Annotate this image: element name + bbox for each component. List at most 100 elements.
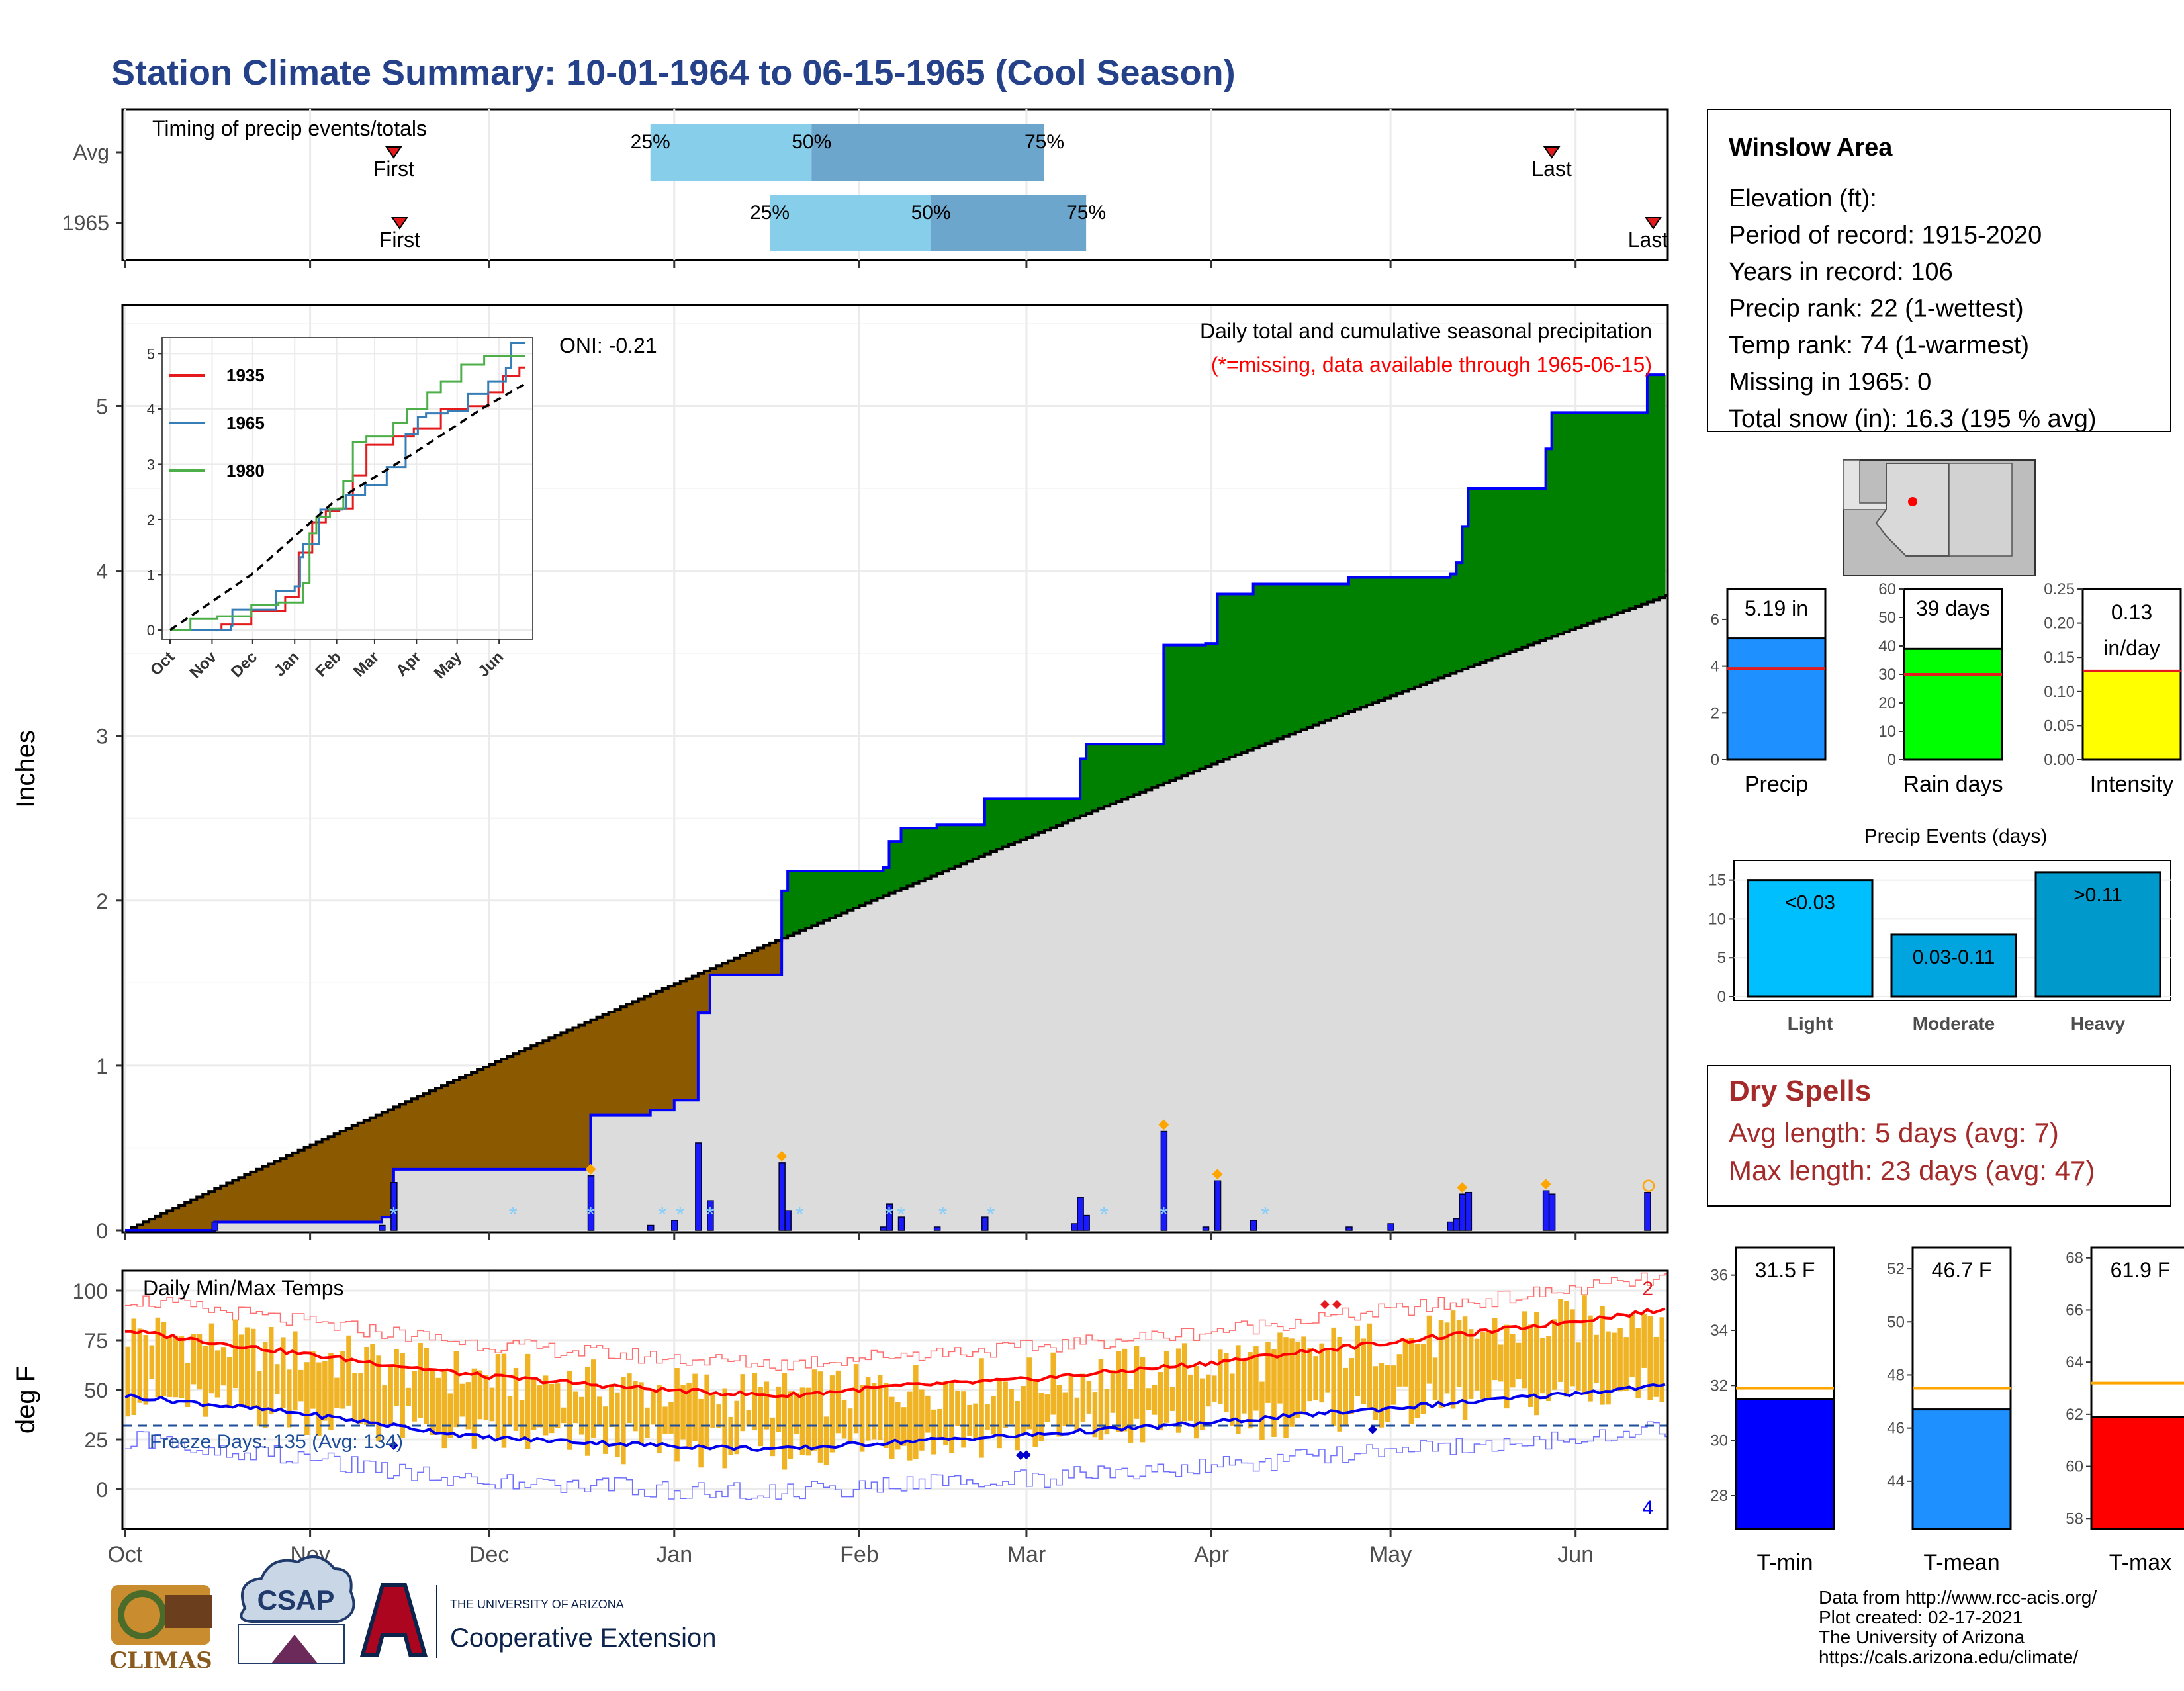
surplus-area xyxy=(1426,577,1433,683)
surplus-area xyxy=(841,870,848,913)
daily-temp-range-bar xyxy=(1242,1358,1247,1414)
surplus-area xyxy=(1134,744,1140,795)
university-arizona-logo: THE UNIVERSITY OF ARIZONA Cooperative Ex… xyxy=(360,1583,716,1658)
large-event-diamond-icon xyxy=(776,1150,788,1162)
daily-precip-bar xyxy=(933,1226,941,1231)
deficit-area xyxy=(387,1109,394,1218)
daily-temp-range-bar xyxy=(244,1327,250,1407)
precip-panel-frame xyxy=(121,304,1669,1234)
surplus-area xyxy=(919,828,926,882)
daily-temp-range-bar xyxy=(1337,1336,1342,1432)
surplus-area xyxy=(1265,584,1272,744)
daily-precip-bar xyxy=(1160,1130,1168,1231)
daily-temp-range-bar xyxy=(256,1371,262,1427)
surplus-area xyxy=(1229,594,1236,758)
record-low-diamond-icon xyxy=(1015,1451,1025,1460)
daily-temp-range-bar xyxy=(1510,1334,1516,1388)
daily-temp-range-bar xyxy=(1385,1365,1390,1422)
deficit-area xyxy=(776,940,782,975)
deficit-area xyxy=(489,1064,496,1169)
precip-y-tick-label: 0 xyxy=(96,1219,108,1243)
deficit-area xyxy=(411,1099,418,1169)
surplus-area xyxy=(817,870,824,923)
precip-y-axis-label: Inches xyxy=(11,730,40,808)
daily-temp-range-bar xyxy=(537,1385,543,1428)
daily-temp-range-bar xyxy=(131,1318,137,1416)
surplus-area xyxy=(1146,744,1152,790)
deficit-area xyxy=(471,1072,478,1169)
surplus-area xyxy=(1330,584,1338,719)
daily-temp-range-bar xyxy=(805,1387,811,1456)
station-details: Elevation (ft): Period of record: 1915-20… xyxy=(1729,185,2097,433)
daily-temp-range-bar xyxy=(501,1353,507,1448)
temp-summary-tick-label: 28 xyxy=(1710,1487,1728,1505)
daily-temp-range-bar xyxy=(680,1385,686,1440)
deficit-area xyxy=(698,973,705,1013)
precip-event-bar xyxy=(1747,879,1874,998)
daily-temp-range-bar xyxy=(1199,1378,1205,1430)
daily-temp-range-bar xyxy=(232,1319,238,1389)
deficit-area xyxy=(405,1101,412,1169)
summary-bar-intensity xyxy=(2081,670,2182,761)
precip-event-bar-label: 0.03-0.11 xyxy=(1913,946,1995,968)
deficit-area xyxy=(203,1194,209,1230)
daily-temp-range-bar xyxy=(1414,1344,1420,1418)
surplus-area xyxy=(1563,412,1570,632)
snow-day-marker-icon: * xyxy=(1100,1203,1109,1228)
deficit-area xyxy=(525,1048,531,1169)
station-name: Winslow Area xyxy=(1729,134,1893,161)
daily-temp-range-bar xyxy=(627,1373,632,1424)
daily-temp-range-bar xyxy=(584,1367,590,1456)
chart-title: Station Climate Summary: 10-01-1964 to 0… xyxy=(111,53,1236,93)
daily-temp-range-bar xyxy=(692,1373,698,1441)
missing-data-note: (*=missing, data available through 1965-… xyxy=(1211,353,1652,377)
daily-temp-range-bar xyxy=(889,1396,895,1459)
credits-text: Data from http://www.rcc-acis.org/Plot c… xyxy=(1819,1587,2097,1667)
station-detail-line: Elevation (ft): xyxy=(1729,185,1877,212)
daily-temp-range-bar xyxy=(328,1353,334,1431)
surplus-area xyxy=(1056,798,1063,826)
snow-day-marker-icon: * xyxy=(705,1203,714,1228)
deficit-area xyxy=(686,978,693,1101)
temp-summary-tick-label: 46 xyxy=(1887,1420,1905,1438)
surplus-area xyxy=(1480,488,1487,663)
deficit-area xyxy=(155,1216,161,1230)
summary-bar-tick-label: 0.00 xyxy=(2044,751,2075,769)
daily-temp-range-bar xyxy=(453,1351,459,1428)
deficit-area xyxy=(298,1150,305,1222)
surplus-area xyxy=(1324,584,1332,721)
daily-temp-range-bar xyxy=(382,1385,387,1424)
deficit-area xyxy=(167,1211,173,1230)
temp-summary-tick-label: 64 xyxy=(2066,1353,2083,1371)
surplus-area xyxy=(1152,744,1158,788)
snow-day-marker-icon: * xyxy=(796,1203,804,1228)
daily-temp-range-bar xyxy=(1068,1374,1074,1425)
daily-temp-range-bar xyxy=(1617,1328,1623,1392)
temp-y-axis-label: deg F xyxy=(11,1366,40,1434)
timing-q50-label: 50% xyxy=(911,202,951,224)
daily-temp-range-bar xyxy=(1552,1319,1557,1390)
daily-temp-range-bar xyxy=(1110,1370,1116,1413)
surplus-area xyxy=(1163,645,1170,783)
deficit-area xyxy=(191,1199,197,1230)
deficit-area xyxy=(746,953,752,975)
precip-y-tick-label: 3 xyxy=(96,725,108,749)
daily-temp-range-bar xyxy=(477,1370,483,1420)
daily-temp-range-bar xyxy=(1152,1385,1158,1415)
surplus-area xyxy=(1569,412,1576,630)
daily-temp-range-bar xyxy=(143,1335,149,1405)
surplus-area xyxy=(1050,798,1057,828)
daily-temp-range-bar xyxy=(1038,1393,1044,1441)
daily-temp-range-bar xyxy=(149,1345,155,1379)
daily-precip-bar xyxy=(1453,1218,1461,1231)
daily-temp-range-bar xyxy=(531,1378,537,1430)
inset-y-tick-label: 0 xyxy=(147,622,155,639)
deficit-area xyxy=(292,1152,299,1222)
deficit-area xyxy=(268,1164,275,1222)
daily-temp-range-bar xyxy=(770,1417,776,1457)
daily-temp-range-bar xyxy=(603,1406,608,1454)
surplus-area xyxy=(1336,584,1343,716)
deficit-area xyxy=(483,1066,490,1169)
daily-temp-range-bar xyxy=(1050,1352,1056,1415)
